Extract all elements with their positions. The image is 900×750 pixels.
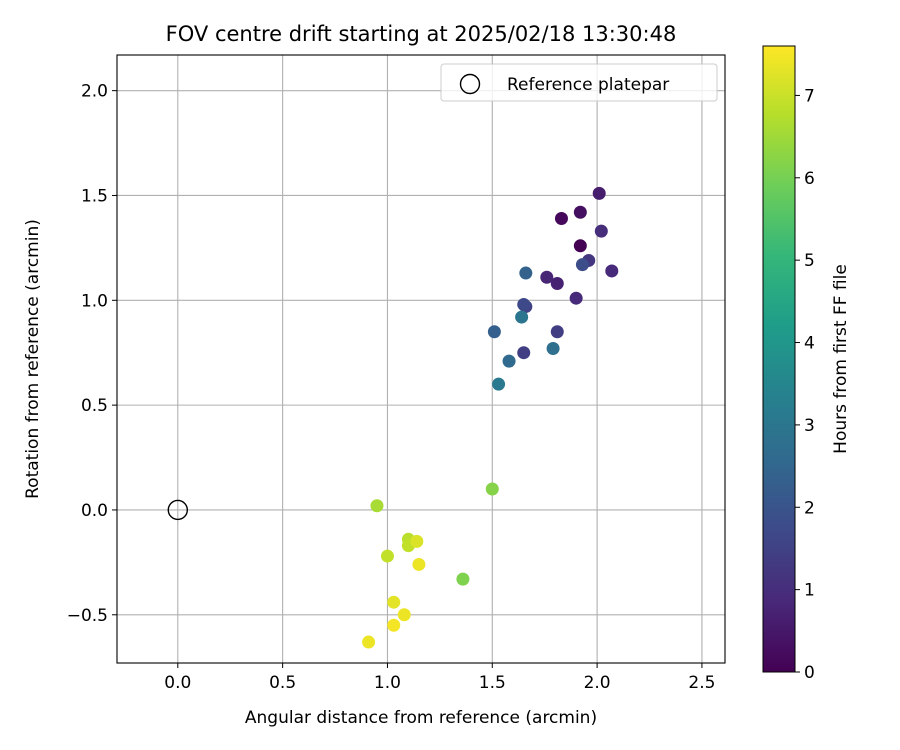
colorbar-tick-label: 6 [804, 169, 815, 189]
x-tick-label: 2.0 [584, 673, 611, 693]
plot-frame [116, 54, 726, 664]
data-point [575, 258, 589, 272]
data-point [540, 270, 554, 284]
data-point [550, 277, 564, 291]
data-point [515, 310, 529, 324]
data-point [387, 595, 401, 609]
data-point [387, 618, 401, 632]
y-tick-label: 0.5 [81, 396, 108, 416]
x-tick-label: 0.0 [164, 673, 191, 693]
y-tick-label: 1.0 [81, 291, 108, 311]
data-point [487, 325, 501, 339]
data-point [517, 346, 531, 360]
data-point [492, 377, 506, 391]
data-point [519, 266, 533, 280]
x-axis-label: Angular distance from reference (arcmin) [245, 708, 597, 728]
colorbar-tick-label: 4 [804, 334, 815, 354]
colorbar-label: Hours from first FF file [831, 264, 851, 454]
reference-platepar-marker [167, 499, 189, 521]
x-axis-ticks: 0.0 0.5 1.0 1.5 2.0 2.5 [164, 663, 715, 693]
data-point [554, 212, 568, 226]
colorbar-ticks: 0 1 2 3 4 5 6 7 [795, 86, 815, 683]
legend: Reference platepar [440, 63, 718, 102]
colorbar-tick-label: 7 [804, 86, 815, 106]
data-points [362, 186, 619, 649]
x-tick-label: 1.0 [374, 673, 401, 693]
data-point [569, 291, 583, 305]
colorbar-tick-label: 1 [804, 581, 815, 601]
legend-box [440, 63, 718, 102]
data-point [485, 482, 499, 496]
data-point [412, 557, 426, 571]
colorbar-tick-label: 5 [804, 251, 815, 271]
data-point [550, 325, 564, 339]
data-point [546, 342, 560, 356]
y-tick-label: −0.5 [67, 606, 108, 626]
chart-title: FOV centre drift starting at 2025/02/18 … [166, 22, 677, 46]
data-point [410, 534, 424, 548]
grid-lines [117, 55, 725, 663]
x-tick-label: 2.5 [688, 673, 715, 693]
data-point [456, 572, 470, 586]
y-tick-label: 0.0 [81, 501, 108, 521]
legend-label: Reference platepar [507, 75, 669, 95]
y-axis-ticks: −0.5 0.0 0.5 1.0 1.5 2.0 [67, 82, 117, 626]
data-point [594, 224, 608, 238]
y-tick-label: 2.0 [81, 82, 108, 102]
colorbar: 0 1 2 3 4 5 6 7 Hours from first FF file [762, 45, 851, 683]
data-point [517, 297, 531, 311]
data-point [380, 549, 394, 563]
data-point [592, 186, 606, 200]
colorbar-tick-label: 2 [804, 498, 815, 518]
y-tick-label: 1.5 [81, 186, 108, 206]
reference-layer [167, 499, 189, 521]
colorbar-tick-label: 3 [804, 416, 815, 436]
x-tick-label: 1.5 [479, 673, 506, 693]
data-point [370, 499, 384, 513]
x-tick-label: 0.5 [269, 673, 296, 693]
data-point [502, 354, 516, 368]
data-point [573, 205, 587, 219]
legend-marker-open-circle [459, 73, 481, 95]
data-point [362, 635, 376, 649]
data-point [573, 239, 587, 253]
y-axis-label: Rotation from reference (arcmin) [23, 219, 43, 499]
data-point [397, 608, 411, 622]
colorbar-gradient [762, 45, 796, 673]
data-point [605, 264, 619, 278]
colorbar-tick-label: 0 [804, 663, 815, 683]
